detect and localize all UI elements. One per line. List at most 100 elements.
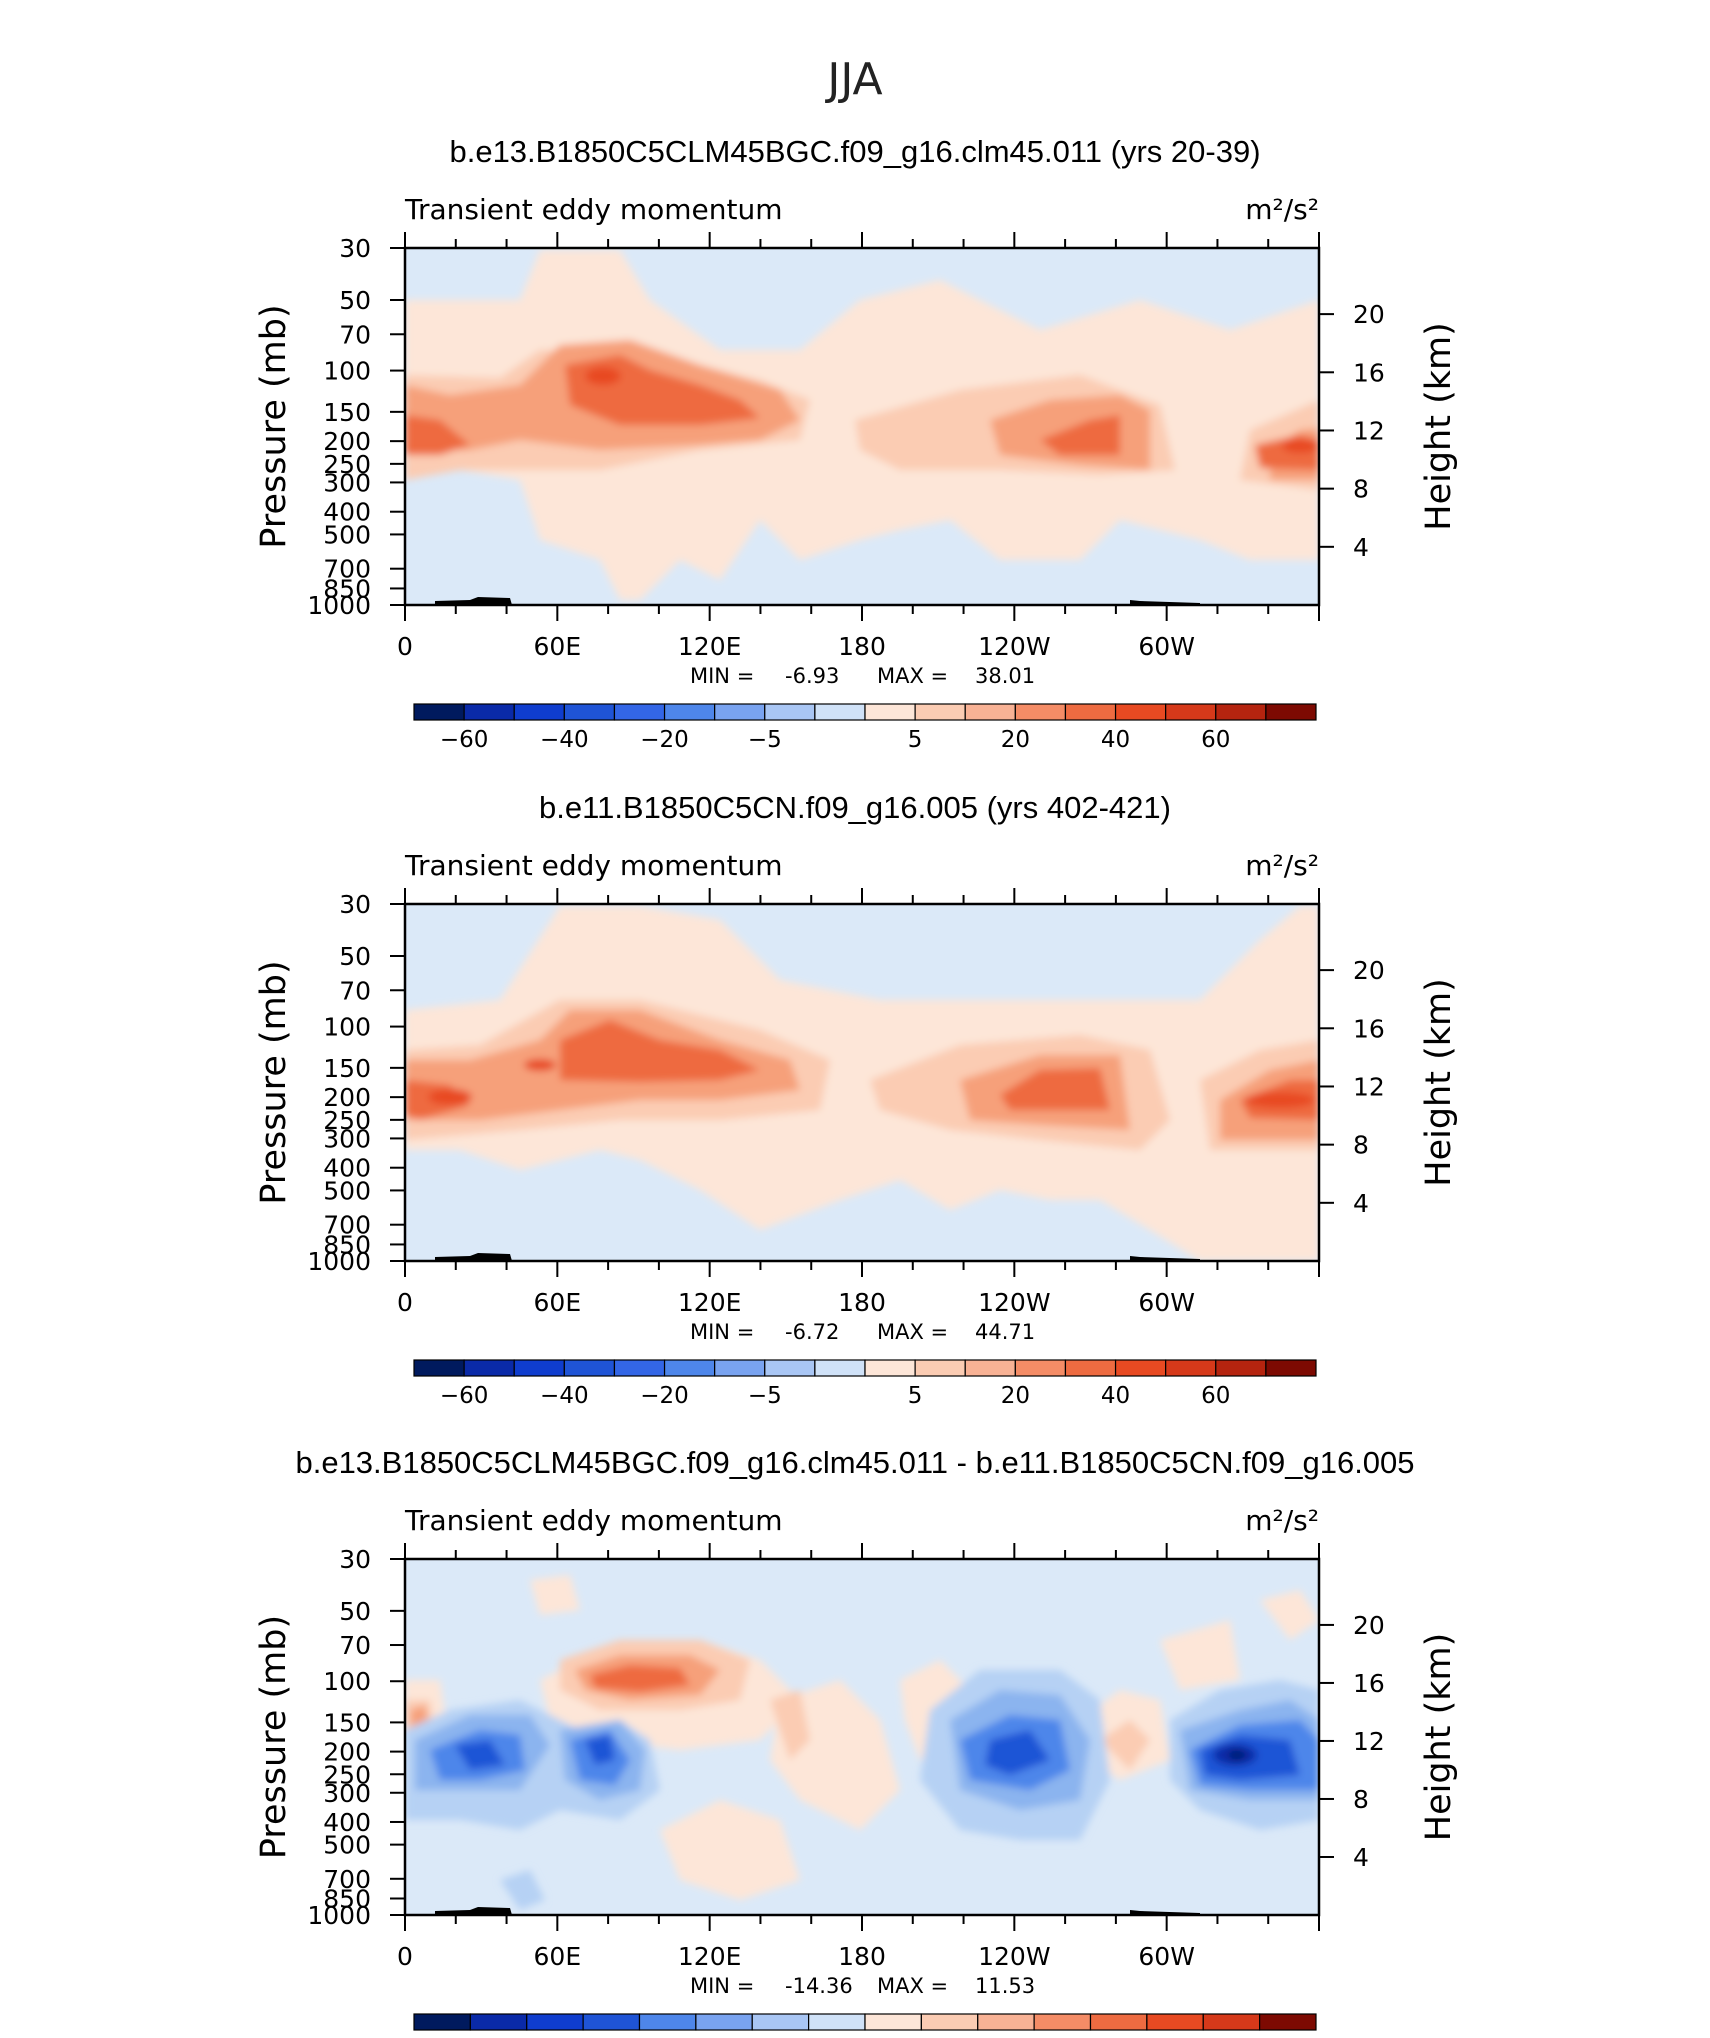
y-tick-label: 50 [339,942,371,971]
colorbar-box [914,1359,966,1377]
height-tick-label: 8 [1353,475,1369,504]
topography-shape [435,1907,512,1915]
colorbar-box [1265,1359,1317,1377]
colorbar-box [413,1359,465,1377]
colorbar-box [808,2013,866,2031]
colorbar-label: −60 [440,1383,489,1409]
colorbar-box [513,703,565,721]
units-label: m²/s² [1245,849,1319,882]
x-tick-label: 60E [534,632,582,661]
colorbar-box [1165,1359,1217,1377]
y-axis-label: Pressure (mb) [254,1615,294,1859]
colorbar-label: −20 [640,727,689,753]
positive-band-core [590,1665,690,1692]
y-tick-label: 850 [323,1885,371,1914]
variable-label: Transient eddy momentum [404,849,783,882]
y-tick-label: 400 [323,498,371,527]
negative-band-core-3 [985,1730,1050,1775]
colorbar-label: 20 [1001,1383,1030,1409]
x-tick-label: 120E [678,632,742,661]
positive-band-core-3 [1000,1068,1110,1110]
height-tick-label: 8 [1353,1131,1369,1160]
colorbar-label: −5 [748,727,782,753]
y-tick-label: 150 [323,1708,371,1737]
colorbar-box [513,1359,565,1377]
negative-band-low-4 [500,1870,545,1910]
y-tick-label: 200 [323,427,371,456]
axes: 0 60E 120E 180 120W 60W3050701001502002503004… [307,888,1385,1317]
positive-band-core [405,415,470,455]
colorbar-box [977,2013,1035,2031]
min-label: MIN = [690,1320,754,1344]
y-axis-label: Pressure (mb) [254,960,294,1204]
positive-peak [428,1089,472,1105]
colorbar-label: 5 [908,727,923,753]
panel-title: b.e13.B1850C5CLM45BGC.f09_g16.clm45.011 … [449,134,1260,169]
colorbar-box [1014,1359,1067,1377]
colorbar-box [714,703,766,721]
min-label: MIN = [690,664,754,688]
height-tick-label: 20 [1353,1611,1385,1640]
y-tick-label: 1000 [307,591,371,620]
negative-band-core-2 [585,1735,615,1765]
colorbar-box [526,2013,584,2031]
height-tick-label: 20 [1353,956,1385,985]
y-tick-label: 500 [323,520,371,549]
height-tick-label: 12 [1353,1072,1385,1101]
colorbar-box [663,703,716,721]
variable-label: Transient eddy momentum [404,193,783,226]
x-tick-label: 60E [534,1942,582,1971]
y-tick-label: 200 [323,1738,371,1767]
y-tick-label: 300 [323,1779,371,1808]
colorbar-label: −40 [540,1383,589,1409]
y-tick-label: 250 [323,1106,371,1135]
positive-band-mid-2 [770,1690,810,1760]
colorbar-box [1215,1359,1267,1377]
contour-shapes [405,250,1319,600]
x-tick-label: 180 [838,1942,886,1971]
min-value: -6.93 [785,664,839,688]
x-tick-label: 60W [1138,1942,1195,1971]
colorbar-box [751,2013,810,2031]
positive-band-low-9 [1260,1590,1319,1640]
y-tick-label: 250 [323,1760,371,1789]
positive-band-low-3 [660,1800,800,1900]
colorbar-box [1146,2013,1204,2031]
x-tick-label: 180 [838,1288,886,1317]
x-tick-label: 120W [978,1288,1050,1317]
positive-band-core-2 [560,1020,760,1082]
y-tick-label: 250 [323,450,371,479]
colorbar-box [914,703,966,721]
max-label: MAX = [877,664,948,688]
colorbar-box [1215,703,1267,721]
axes: 0 60E 120E 180 120W 60W3050701001502002503004… [307,232,1385,661]
colorbar-box [964,703,1016,721]
colorbar-box [463,703,515,721]
colorbar-box [1202,2013,1261,2031]
y-tick-label: 1000 [307,1901,371,1930]
y-tick-label: 700 [323,1865,371,1894]
colorbar-box [463,1359,515,1377]
colorbar: −12−10−8−6−4−2−10124681012 [413,2013,1317,2038]
y-tick-label: 70 [339,1631,371,1660]
colorbar-label: −20 [640,1383,689,1409]
colorbar-box [1064,703,1117,721]
y-tick-label: 850 [323,574,371,603]
x-tick-label: 0 [397,1942,413,1971]
colorbar-box [1114,703,1167,721]
positive-band-low-5 [1160,1620,1240,1690]
colorbar-box [638,2013,697,2031]
y-tick-label: 100 [323,1667,371,1696]
y-tick-label: 1000 [307,1247,371,1276]
height-tick-label: 16 [1353,358,1385,387]
colorbar-box [814,703,866,721]
contour-field [405,904,1319,1261]
topography-shape [435,1253,512,1261]
height-tick-label: 12 [1353,1727,1385,1756]
colorbar-box [1259,2013,1317,2031]
contour-field [405,248,1319,605]
axes: 0 60E 120E 180 120W 60W3050701001502002503004… [307,1543,1385,1971]
y-axis-label-right: Height (km) [1419,322,1459,531]
positive-peak-2 [524,1059,556,1071]
contour-field [405,1559,1319,1915]
